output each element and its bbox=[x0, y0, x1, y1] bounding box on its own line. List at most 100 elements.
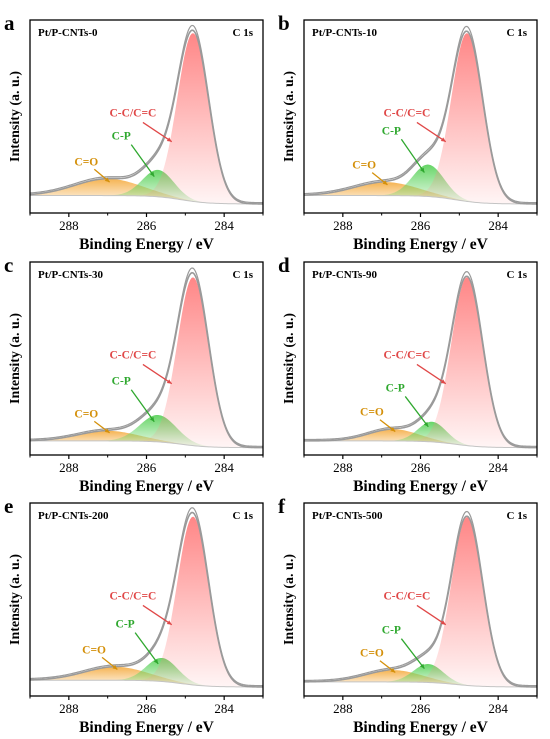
peak-arrowhead bbox=[112, 665, 118, 670]
background-line bbox=[304, 681, 537, 688]
sample-label: Pt/P-CNTs-500 bbox=[312, 510, 383, 522]
x-tick-label: 286 bbox=[137, 218, 157, 233]
peak-arrowhead bbox=[440, 379, 446, 384]
raw-data-line bbox=[304, 510, 537, 687]
peak-label: C=O bbox=[74, 408, 98, 420]
peak-arrowhead bbox=[104, 177, 110, 183]
peak-label: C-P bbox=[386, 382, 405, 394]
peak-label: C-C/C=C bbox=[384, 590, 431, 602]
x-tick-label: 288 bbox=[59, 701, 79, 716]
y-axis-label: Intensity (a. u.) bbox=[8, 554, 23, 645]
core-level-label: C 1s bbox=[233, 269, 254, 281]
x-tick-label: 288 bbox=[333, 218, 353, 233]
core-level-label: C 1s bbox=[233, 510, 254, 522]
peak-label: C-P bbox=[112, 131, 131, 143]
core-level-label: C 1s bbox=[507, 27, 528, 39]
peak-label: C=O bbox=[360, 648, 384, 660]
peak-label: C=O bbox=[352, 160, 376, 172]
x-tick-label: 286 bbox=[411, 218, 431, 233]
peak-c-p bbox=[30, 169, 263, 204]
peak-label: C=O bbox=[82, 644, 106, 656]
peak-label: C-P bbox=[382, 125, 401, 137]
peak-arrowhead bbox=[149, 171, 155, 177]
sample-label: Pt/P-CNTs-0 bbox=[38, 27, 98, 39]
raw-data-line bbox=[30, 507, 263, 687]
peak-label: C-C/C=C bbox=[110, 107, 157, 119]
y-axis-label: Intensity (a. u.) bbox=[282, 71, 297, 162]
sample-label: Pt/P-CNTs-10 bbox=[312, 27, 377, 39]
panel-letter: d bbox=[278, 253, 290, 277]
peak-label: C-C/C=C bbox=[384, 349, 431, 361]
peak-arrowhead bbox=[104, 428, 110, 433]
fitted-envelope bbox=[304, 275, 537, 449]
sample-label: Pt/P-CNTs-90 bbox=[312, 269, 377, 281]
x-tick-label: 284 bbox=[488, 218, 508, 233]
peak-arrow bbox=[416, 604, 447, 626]
y-axis-label: Intensity (a. u.) bbox=[282, 554, 297, 645]
sample-label: Pt/P-CNTs-200 bbox=[38, 510, 109, 522]
panel-letter: f bbox=[278, 494, 286, 518]
peak-label: C-P bbox=[112, 376, 131, 388]
panel-letter: a bbox=[4, 11, 15, 35]
peak-arrow bbox=[142, 363, 173, 385]
panel-a: 288 286 284 Binding Energy / eV Intensity (a… bbox=[4, 11, 264, 253]
x-axis-label: Binding Energy / eV bbox=[353, 719, 489, 736]
peak-arrowhead bbox=[390, 427, 396, 432]
peak-arrowhead bbox=[166, 620, 172, 625]
peak-arrow bbox=[142, 604, 173, 626]
peak-arrow bbox=[142, 121, 173, 143]
x-tick-label: 286 bbox=[411, 701, 431, 716]
core-level-label: C 1s bbox=[233, 27, 254, 39]
x-tick-label: 284 bbox=[214, 218, 234, 233]
peak-c-p bbox=[30, 657, 263, 687]
peak-arrowhead bbox=[390, 668, 396, 673]
peak-label: C-P bbox=[382, 625, 401, 637]
peak-c-p bbox=[304, 164, 537, 204]
x-tick-label: 286 bbox=[411, 460, 431, 475]
panel-e: 288 286 284 Binding Energy / eV Intensity (a… bbox=[4, 494, 264, 736]
peak-arrow bbox=[404, 396, 429, 428]
y-axis-label: Intensity (a. u.) bbox=[8, 71, 23, 162]
peak-label: C-P bbox=[116, 619, 135, 631]
peak-arrowhead bbox=[423, 421, 429, 427]
core-level-label: C 1s bbox=[507, 269, 528, 281]
core-level-label: C 1s bbox=[507, 510, 528, 522]
peak-c-p bbox=[304, 421, 537, 448]
panel-letter: b bbox=[278, 11, 290, 35]
panel-letter: e bbox=[4, 494, 13, 518]
peak-arrow bbox=[400, 138, 425, 173]
peak-arrowhead bbox=[440, 137, 446, 142]
panel-d: 288 286 284 Binding Energy / eV Intensity (a… bbox=[278, 253, 538, 495]
raw-data-line bbox=[304, 25, 537, 204]
x-tick-label: 284 bbox=[214, 460, 234, 475]
peak-label: C=O bbox=[74, 156, 98, 168]
panel-b: 288 286 284 Binding Energy / eV Intensity (a… bbox=[278, 11, 538, 253]
background-line bbox=[304, 195, 537, 205]
peak-arrow bbox=[130, 389, 155, 423]
peak-arrowhead bbox=[166, 379, 172, 384]
peak-arrowhead bbox=[419, 663, 425, 669]
background-line bbox=[30, 679, 263, 688]
peak-c-p bbox=[30, 415, 263, 448]
panel-f: 288 286 284 Binding Energy / eV Intensity (a… bbox=[278, 494, 538, 736]
peak-arrowhead bbox=[420, 167, 425, 173]
background-line bbox=[30, 195, 263, 205]
peak-arrow bbox=[400, 638, 425, 670]
peak-label: C-C/C=C bbox=[110, 590, 157, 602]
background-line bbox=[30, 440, 263, 449]
peak-arrowhead bbox=[149, 416, 155, 422]
x-axis-label: Binding Energy / eV bbox=[79, 236, 215, 253]
x-tick-label: 288 bbox=[333, 701, 353, 716]
x-tick-label: 288 bbox=[59, 460, 79, 475]
x-tick-label: 286 bbox=[137, 460, 157, 475]
panel-c: 288 286 284 Binding Energy / eV Intensity (a… bbox=[4, 253, 264, 495]
x-axis-label: Binding Energy / eV bbox=[79, 719, 215, 736]
peak-label: C=O bbox=[360, 407, 384, 419]
peak-arrow bbox=[416, 121, 447, 143]
peak-arrowhead bbox=[153, 658, 159, 664]
panel-letter: c bbox=[4, 253, 13, 277]
y-axis-label: Intensity (a. u.) bbox=[282, 313, 297, 404]
peak-arrowhead bbox=[440, 620, 446, 625]
peak-arrowhead bbox=[166, 137, 172, 142]
